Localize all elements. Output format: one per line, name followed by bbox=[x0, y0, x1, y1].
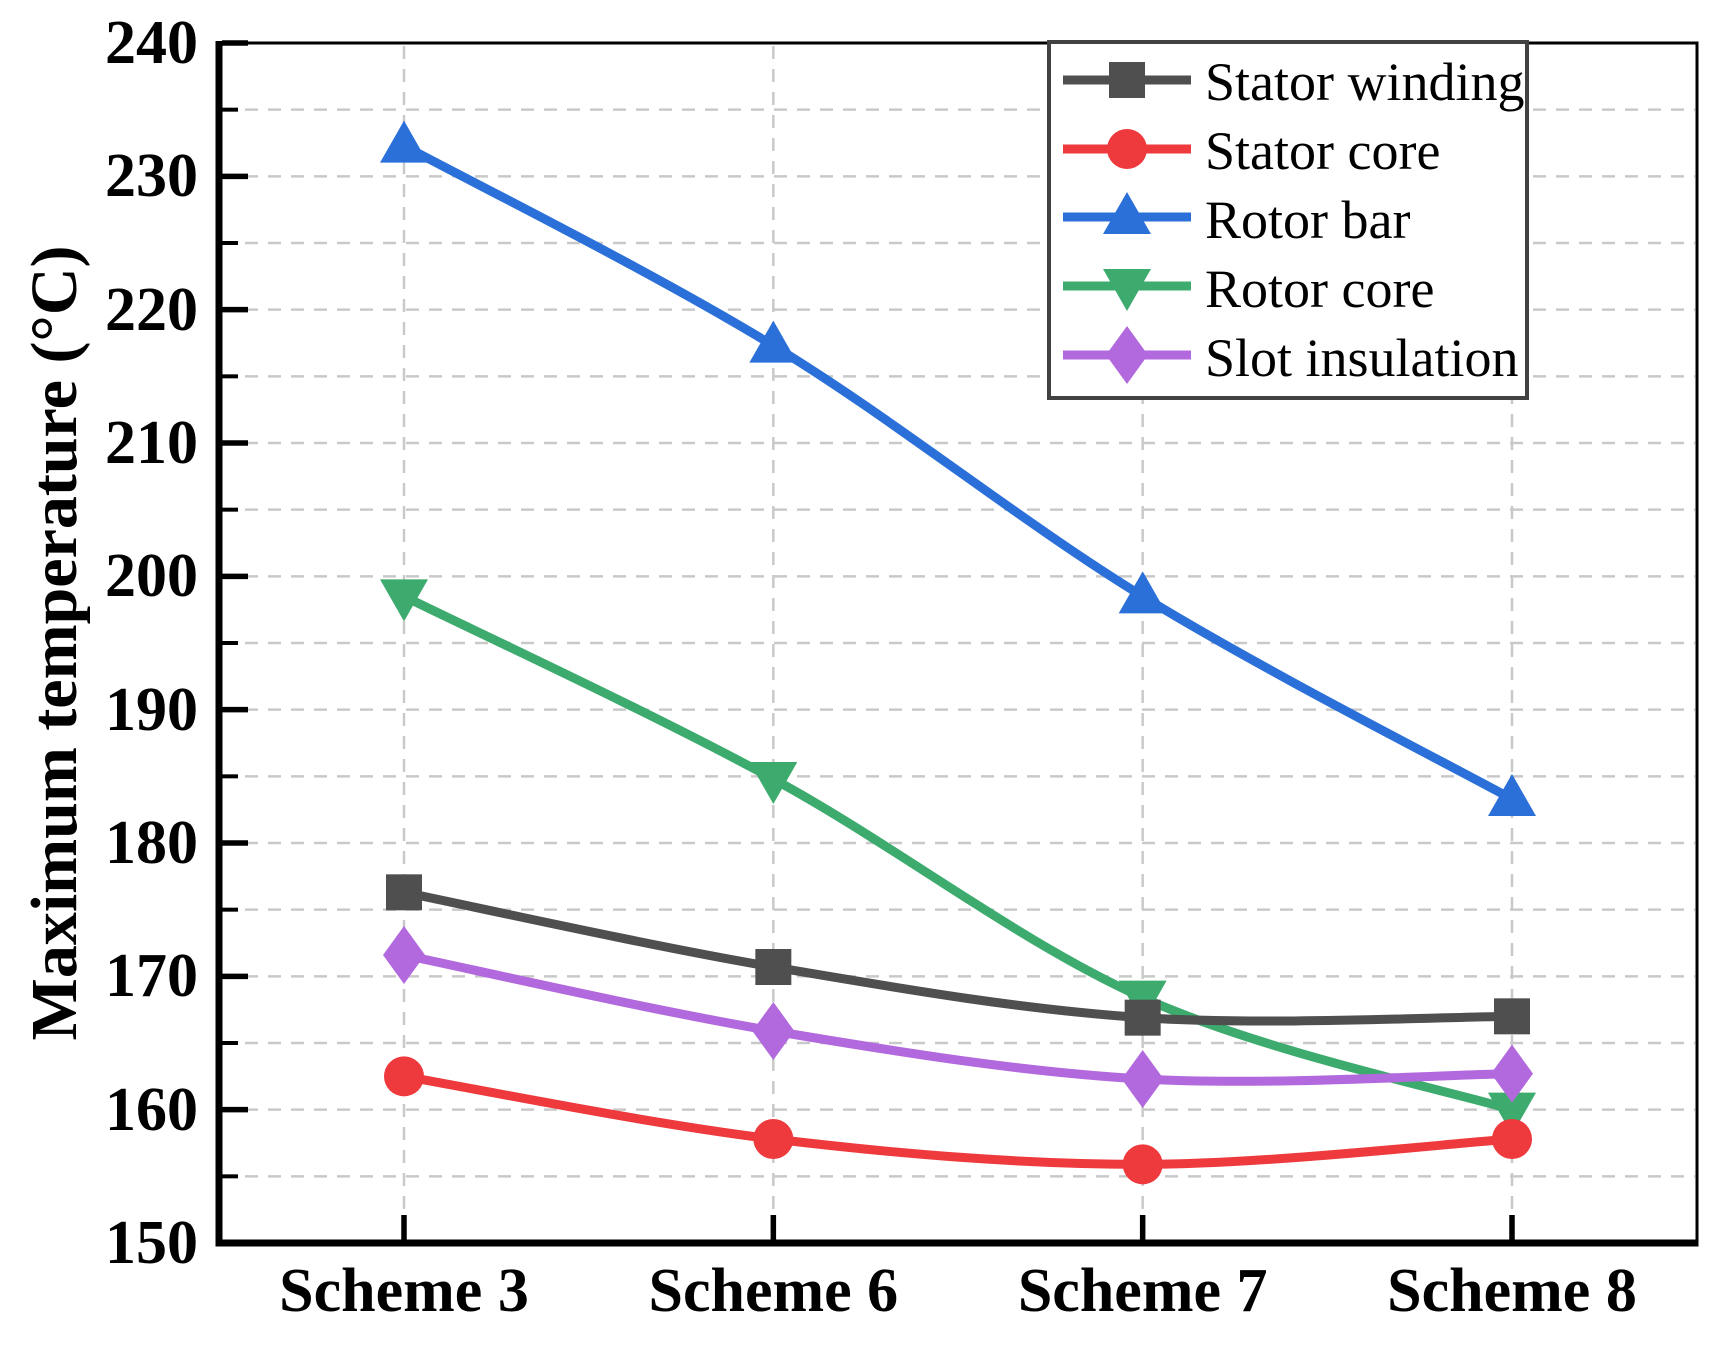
series-line bbox=[399, 950, 1517, 1086]
marker-circle bbox=[1107, 128, 1147, 169]
marker-diamond bbox=[752, 1002, 795, 1060]
marker-triangle-down bbox=[1488, 1092, 1536, 1135]
legend-triangle-down-icon bbox=[1061, 256, 1193, 321]
y-tick-label: 230 bbox=[105, 142, 198, 211]
marker-square bbox=[386, 874, 422, 911]
series-slot-insulation bbox=[383, 926, 1533, 1108]
x-tick-label: Scheme 8 bbox=[1387, 1257, 1637, 1325]
legend-item-slot-insulation: Slot insulation bbox=[1061, 326, 1521, 390]
series-line bbox=[399, 141, 1517, 804]
series-stator-core bbox=[384, 1056, 1532, 1185]
y-tick-label: 180 bbox=[105, 809, 198, 877]
legend-label: Rotor core bbox=[1205, 258, 1435, 319]
legend-square-icon bbox=[1061, 50, 1193, 115]
legend-diamond-icon bbox=[1061, 325, 1193, 390]
y-tick-label: 170 bbox=[105, 942, 198, 1011]
y-tick-label: 240 bbox=[105, 9, 198, 77]
x-tick-label: Scheme 6 bbox=[648, 1257, 899, 1325]
legend-label: Stator winding bbox=[1205, 52, 1525, 113]
marker-diamond bbox=[1491, 1044, 1533, 1103]
y-tick-label: 200 bbox=[105, 542, 198, 611]
y-tick-label: 190 bbox=[105, 675, 198, 744]
marker-triangle-up bbox=[1488, 774, 1536, 816]
x-tick-label: Scheme 7 bbox=[1017, 1257, 1268, 1325]
y-tick-label: 220 bbox=[105, 275, 198, 344]
legend-item-stator-winding: Stator winding bbox=[1061, 50, 1525, 115]
series-rotor-bar bbox=[380, 120, 1536, 816]
series-rotor-core bbox=[380, 579, 1536, 1135]
marker-circle bbox=[753, 1119, 794, 1159]
series-line bbox=[399, 1071, 1517, 1169]
legend-label: Slot insulation bbox=[1205, 327, 1519, 388]
marker-diamond bbox=[1121, 1050, 1164, 1108]
y-axis-title: Maximum temperature (°C) bbox=[18, 245, 91, 1041]
y-tick-label: 150 bbox=[105, 1209, 198, 1277]
marker-circle bbox=[1122, 1144, 1163, 1185]
series-stator-winding bbox=[386, 874, 1530, 1036]
marker-square bbox=[1109, 61, 1145, 98]
marker-triangle-up bbox=[1103, 192, 1151, 235]
marker-triangle-down bbox=[380, 579, 428, 622]
marker-triangle-up bbox=[1118, 571, 1167, 614]
marker-square bbox=[1124, 999, 1161, 1036]
series-line bbox=[399, 591, 1517, 1115]
marker-triangle-down bbox=[749, 762, 798, 804]
y-tick-label: 210 bbox=[105, 409, 198, 477]
marker-square bbox=[755, 949, 792, 985]
legend-item-rotor-bar: Rotor bar bbox=[1061, 188, 1521, 252]
marker-diamond bbox=[1106, 326, 1148, 385]
marker-circle bbox=[384, 1056, 424, 1097]
marker-triangle-up bbox=[380, 120, 428, 163]
marker-circle bbox=[1492, 1119, 1532, 1159]
legend: Stator winding Stator core Rotor bar Rotor … bbox=[1047, 40, 1529, 400]
legend-circle-icon bbox=[1061, 119, 1193, 184]
legend-item-stator-core: Stator core bbox=[1061, 119, 1521, 183]
x-tick-label: Scheme 3 bbox=[279, 1257, 529, 1325]
legend-label: Rotor bar bbox=[1205, 189, 1411, 250]
legend-label: Stator core bbox=[1205, 121, 1441, 182]
marker-diamond bbox=[383, 926, 425, 984]
series-line bbox=[399, 887, 1517, 1026]
y-tick-label: 160 bbox=[105, 1075, 198, 1144]
legend-item-rotor-core: Rotor core bbox=[1061, 257, 1521, 321]
marker-triangle-up bbox=[749, 320, 798, 363]
marker-triangle-down bbox=[1103, 269, 1151, 312]
marker-square bbox=[1494, 998, 1530, 1035]
legend-triangle-up-icon bbox=[1061, 187, 1193, 252]
